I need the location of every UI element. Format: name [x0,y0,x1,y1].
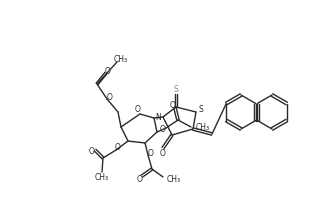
Text: CH₃: CH₃ [167,175,181,184]
Text: O: O [148,149,154,157]
Text: N: N [155,113,161,121]
Text: O: O [135,105,141,114]
Text: O: O [137,175,143,184]
Text: O: O [160,149,166,157]
Text: S: S [199,105,204,113]
Text: S: S [174,86,178,95]
Text: O: O [105,67,111,76]
Text: O: O [160,125,166,135]
Text: O: O [170,102,176,111]
Text: O: O [107,92,113,102]
Text: CH₃: CH₃ [114,54,128,64]
Text: O: O [115,143,121,152]
Text: CH₃: CH₃ [196,124,210,132]
Text: CH₃: CH₃ [95,173,109,181]
Text: O: O [89,146,95,156]
